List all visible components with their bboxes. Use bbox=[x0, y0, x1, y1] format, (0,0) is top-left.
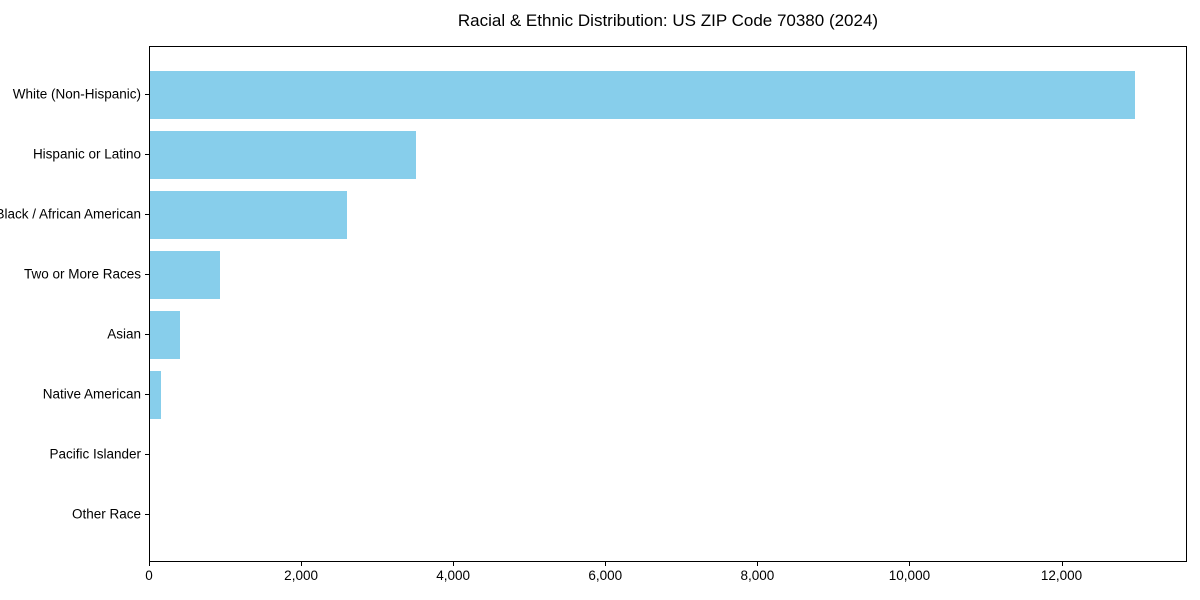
y-tick bbox=[145, 454, 149, 456]
plot-area bbox=[149, 46, 1187, 562]
y-tick bbox=[145, 153, 149, 155]
y-tick-label: White (Non-Hispanic) bbox=[12, 86, 141, 101]
chart-title: Racial & Ethnic Distribution: US ZIP Cod… bbox=[457, 11, 879, 30]
x-tick-label: 10,000 bbox=[888, 568, 931, 583]
y-tick-label: Two or More Races bbox=[23, 266, 141, 282]
x-tick bbox=[453, 562, 455, 566]
bar bbox=[150, 311, 180, 360]
bar bbox=[150, 190, 348, 239]
x-tick-label: 4,000 bbox=[436, 568, 471, 583]
y-tick-label: Other Race bbox=[71, 506, 141, 522]
x-tick bbox=[301, 562, 303, 566]
y-tick-label: Asian bbox=[107, 326, 141, 342]
bar bbox=[150, 371, 161, 420]
x-tick bbox=[757, 562, 759, 566]
y-tick bbox=[145, 334, 149, 336]
bar bbox=[150, 250, 220, 299]
y-tick-label: Pacific Islander bbox=[49, 446, 141, 462]
y-tick-label: Hispanic or Latino bbox=[32, 146, 141, 162]
x-tick bbox=[909, 562, 911, 566]
x-tick bbox=[605, 562, 607, 566]
y-tick-label: Native American bbox=[42, 386, 141, 402]
x-tick-label: 8,000 bbox=[740, 568, 775, 583]
x-tick-label: 6,000 bbox=[588, 568, 623, 583]
y-tick bbox=[145, 394, 149, 396]
y-tick bbox=[145, 273, 149, 275]
y-tick bbox=[145, 213, 149, 215]
x-tick bbox=[149, 562, 150, 566]
y-tick-label: Black / African American bbox=[0, 206, 141, 222]
x-tick-label: 12,000 bbox=[1040, 568, 1083, 583]
bar bbox=[150, 130, 416, 179]
y-tick bbox=[145, 93, 149, 95]
bar bbox=[150, 70, 1136, 119]
x-tick-label: 2,000 bbox=[284, 568, 318, 583]
x-tick bbox=[1061, 562, 1063, 566]
x-tick-label: 0 bbox=[145, 568, 153, 583]
y-tick bbox=[145, 514, 149, 516]
